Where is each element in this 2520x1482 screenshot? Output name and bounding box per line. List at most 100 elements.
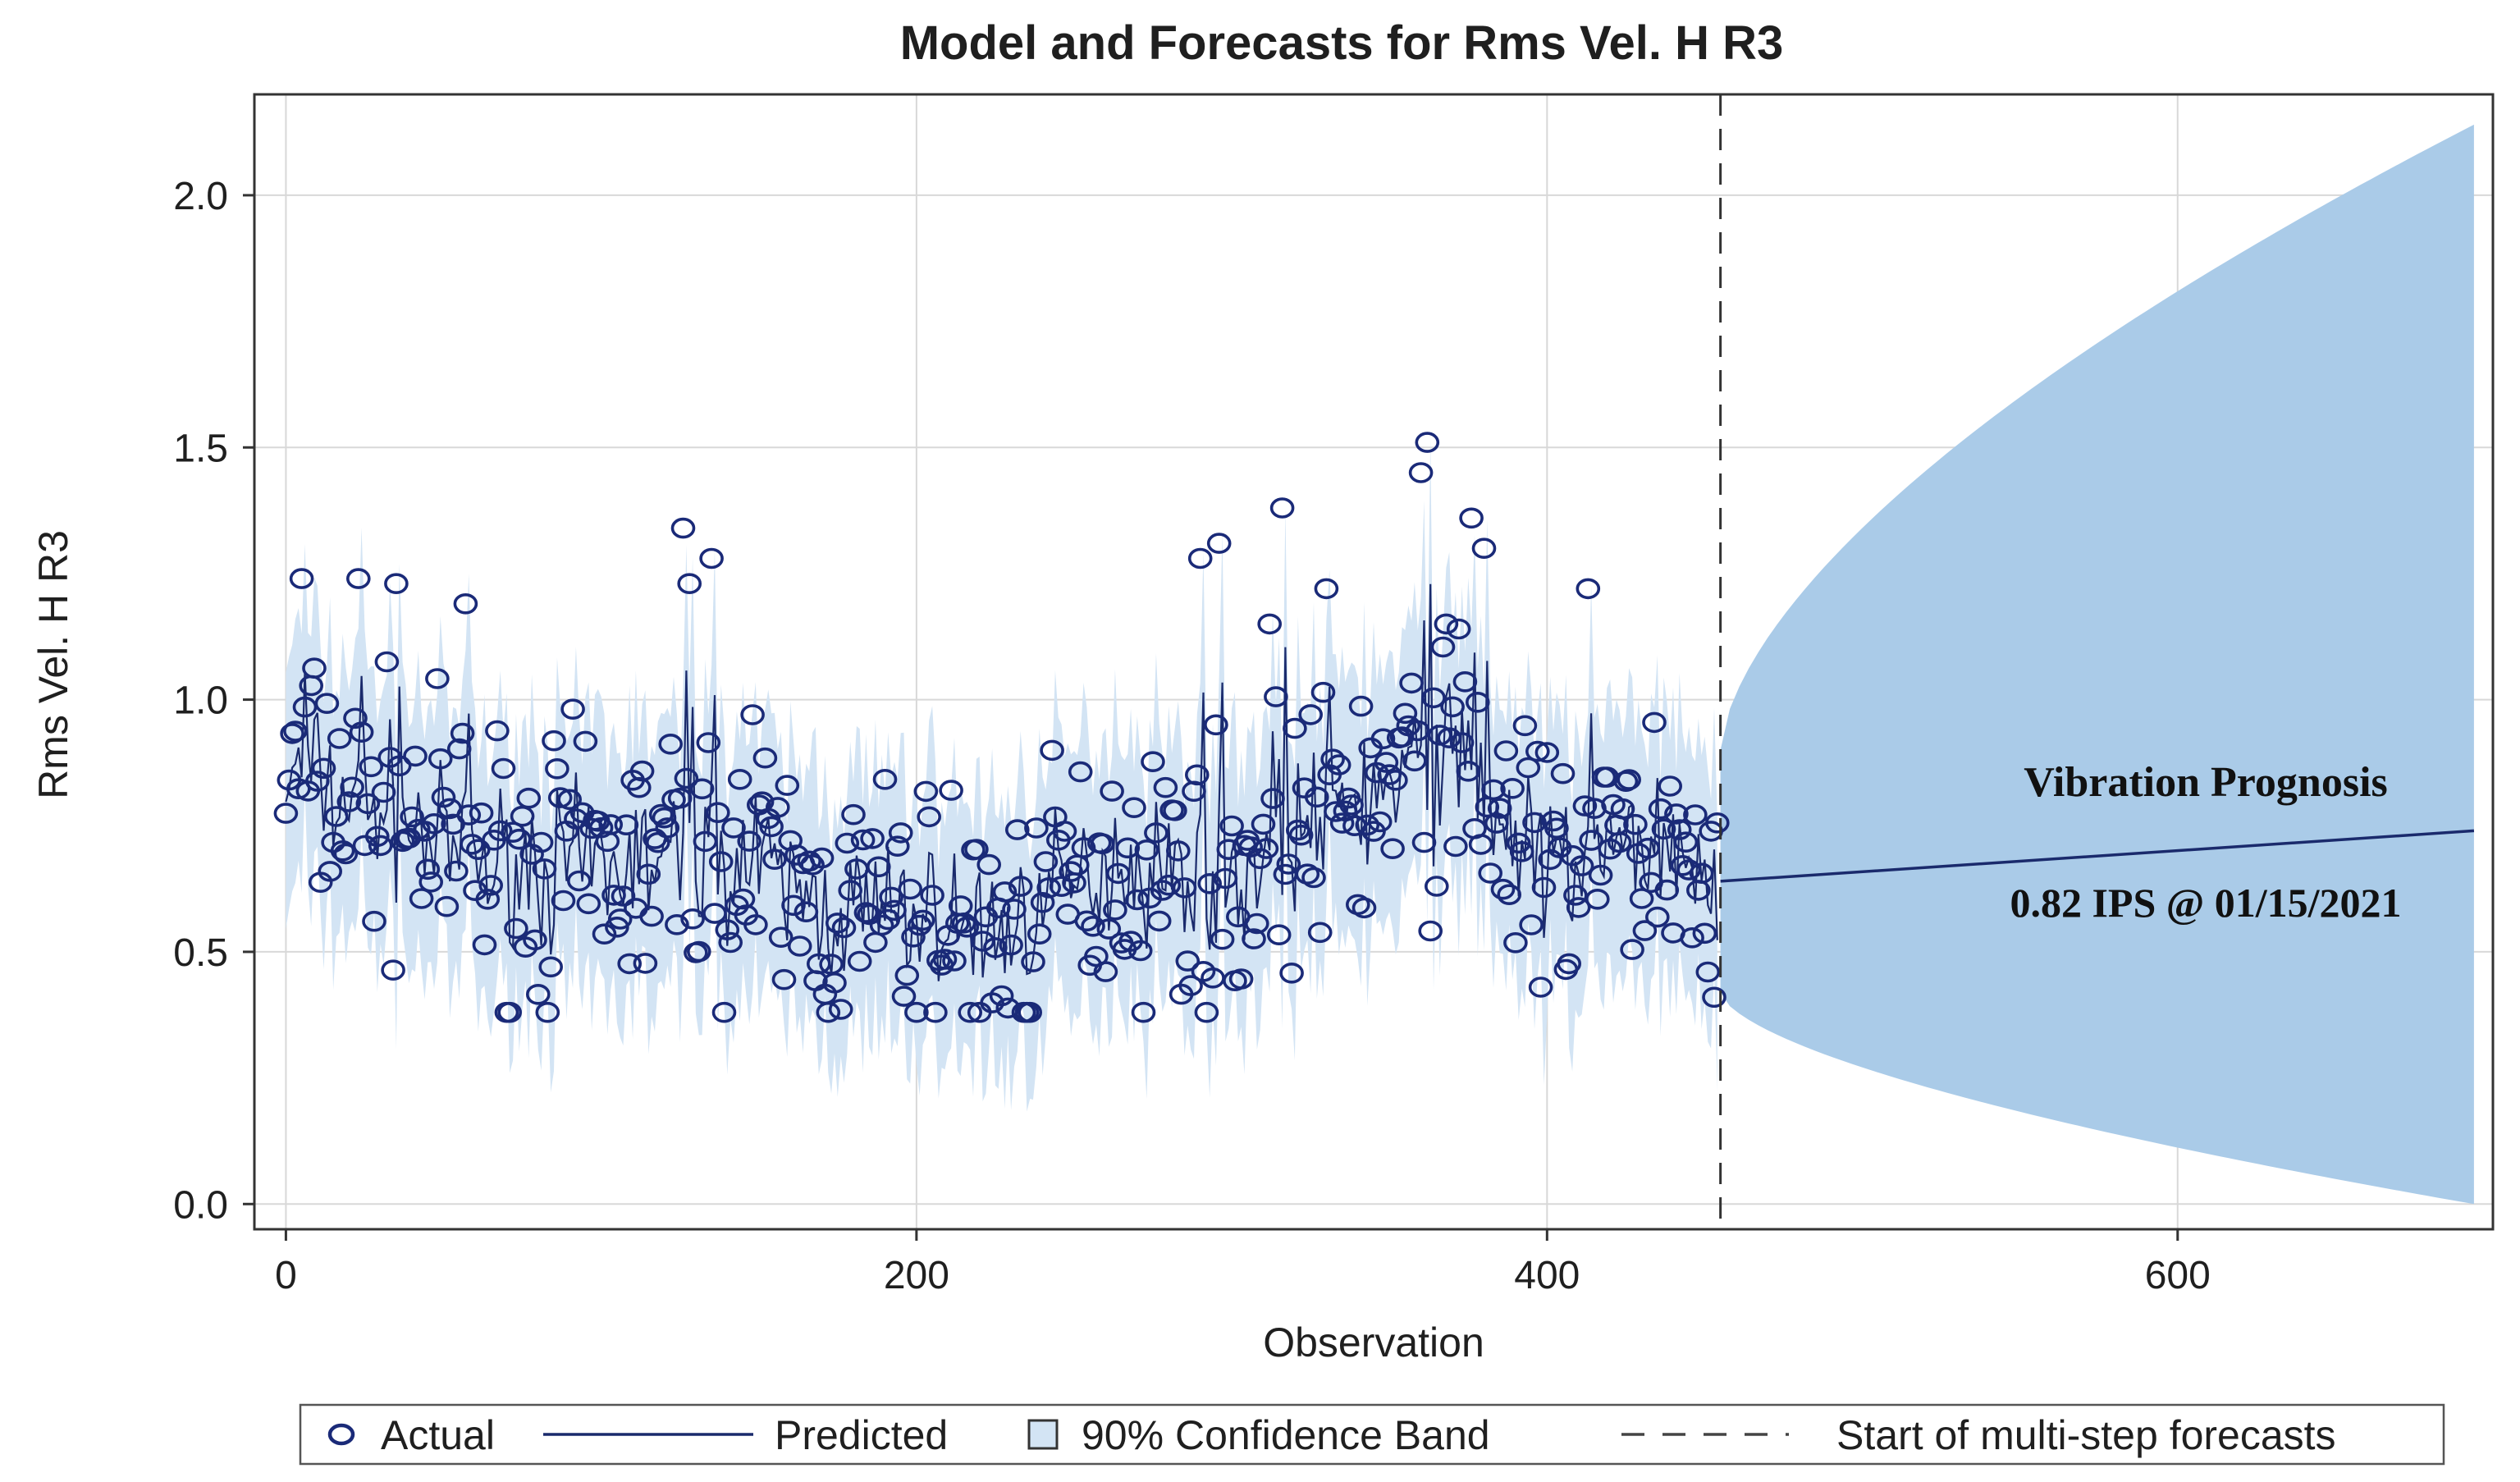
actual-point [400,806,424,828]
actual-point [885,835,910,857]
actual-point [1408,462,1434,483]
actual-point [1355,814,1380,836]
actual-point [1563,885,1588,906]
actual-point [715,919,740,940]
actual-point [431,786,456,808]
actual-point [1059,861,1083,882]
actual-point [1348,695,1374,717]
actual-point [1204,714,1228,736]
actual-point [841,803,866,826]
actual-point [434,895,460,917]
actual-point [983,937,1008,958]
actual-point [453,592,478,615]
predicted-forecast [1720,829,2475,883]
actual-point [689,778,715,800]
actual-point [1544,817,1569,839]
actual-point [708,851,734,872]
actual-point [882,899,907,922]
actual-point [1096,918,1122,940]
actual-point [1197,873,1222,894]
actual-point [1421,687,1446,709]
actual-point [1629,888,1654,909]
actual-point [1522,812,1547,834]
actual-point [1276,853,1301,875]
actual-point [775,775,800,796]
actual-point [872,768,898,790]
predicted-line [285,583,2475,981]
actual-point [923,1001,948,1023]
actual-point [302,657,327,679]
actual-point [1506,832,1531,854]
actual-point [1617,769,1641,790]
actual-point [677,573,702,595]
actual-point [913,780,939,803]
actual-point [1033,851,1059,872]
actual-point [566,870,592,892]
actual-point [1673,831,1699,853]
actual-point [345,568,371,589]
actual-point [1187,547,1213,569]
actual-point [1310,681,1336,703]
actual-point [469,802,494,824]
y-tick-label: 0.0 [173,1183,228,1227]
actual-point [1156,874,1182,896]
actual-point [1247,848,1273,870]
actual-point [1664,803,1689,825]
actual-point [1266,924,1292,945]
actual-point [737,830,762,852]
actual-point [1654,879,1680,901]
actual-point [1052,821,1077,842]
actual-point [680,908,705,930]
actual-point [472,934,497,956]
actual-point [1213,867,1238,890]
actual-point [705,802,730,824]
actual-point [670,517,696,539]
actual-point [835,832,860,854]
actual-point [891,986,917,1007]
actual-point [1651,818,1676,840]
actual-point [828,999,853,1020]
actual-point [718,931,743,954]
actual-point [1081,916,1105,937]
actual-point [450,722,475,744]
actual-point [1279,963,1304,984]
actual-point [1406,720,1430,742]
actual-point [1008,876,1033,897]
actual-point [1144,822,1169,844]
actual-point [989,985,1014,1007]
actual-point [1569,855,1594,876]
actual-point [283,720,308,742]
actual-point [655,817,680,839]
actual-point [658,733,684,755]
actual-point [1298,704,1323,725]
actual-point [942,950,967,972]
actual-point [1021,951,1045,972]
actual-point [1509,841,1534,862]
actual-point [797,850,822,872]
x-axis-ticks: 0 200 400 600 [275,1229,2211,1297]
actual-point [1040,739,1064,762]
actual-point [607,908,633,930]
actual-point [418,871,444,893]
actual-point [318,861,343,882]
actual-point [1074,910,1100,932]
actual-point [1185,764,1210,786]
actual-point [964,839,989,860]
actual-point [1440,696,1465,718]
actual-point [1503,932,1528,954]
actual-point [491,757,516,780]
actual-point [333,843,359,865]
actual-point [1632,920,1658,941]
actual-point [551,890,576,912]
actual-point [422,812,446,835]
actual-point [1024,817,1049,839]
actual-point [847,950,872,972]
actual-point [771,968,797,990]
actual-point [1127,940,1153,962]
actual-point [340,776,364,798]
actual-point [693,830,718,853]
actual-point [1620,939,1644,960]
predicted-in-sample [285,583,1718,981]
actual-point [1103,899,1127,921]
